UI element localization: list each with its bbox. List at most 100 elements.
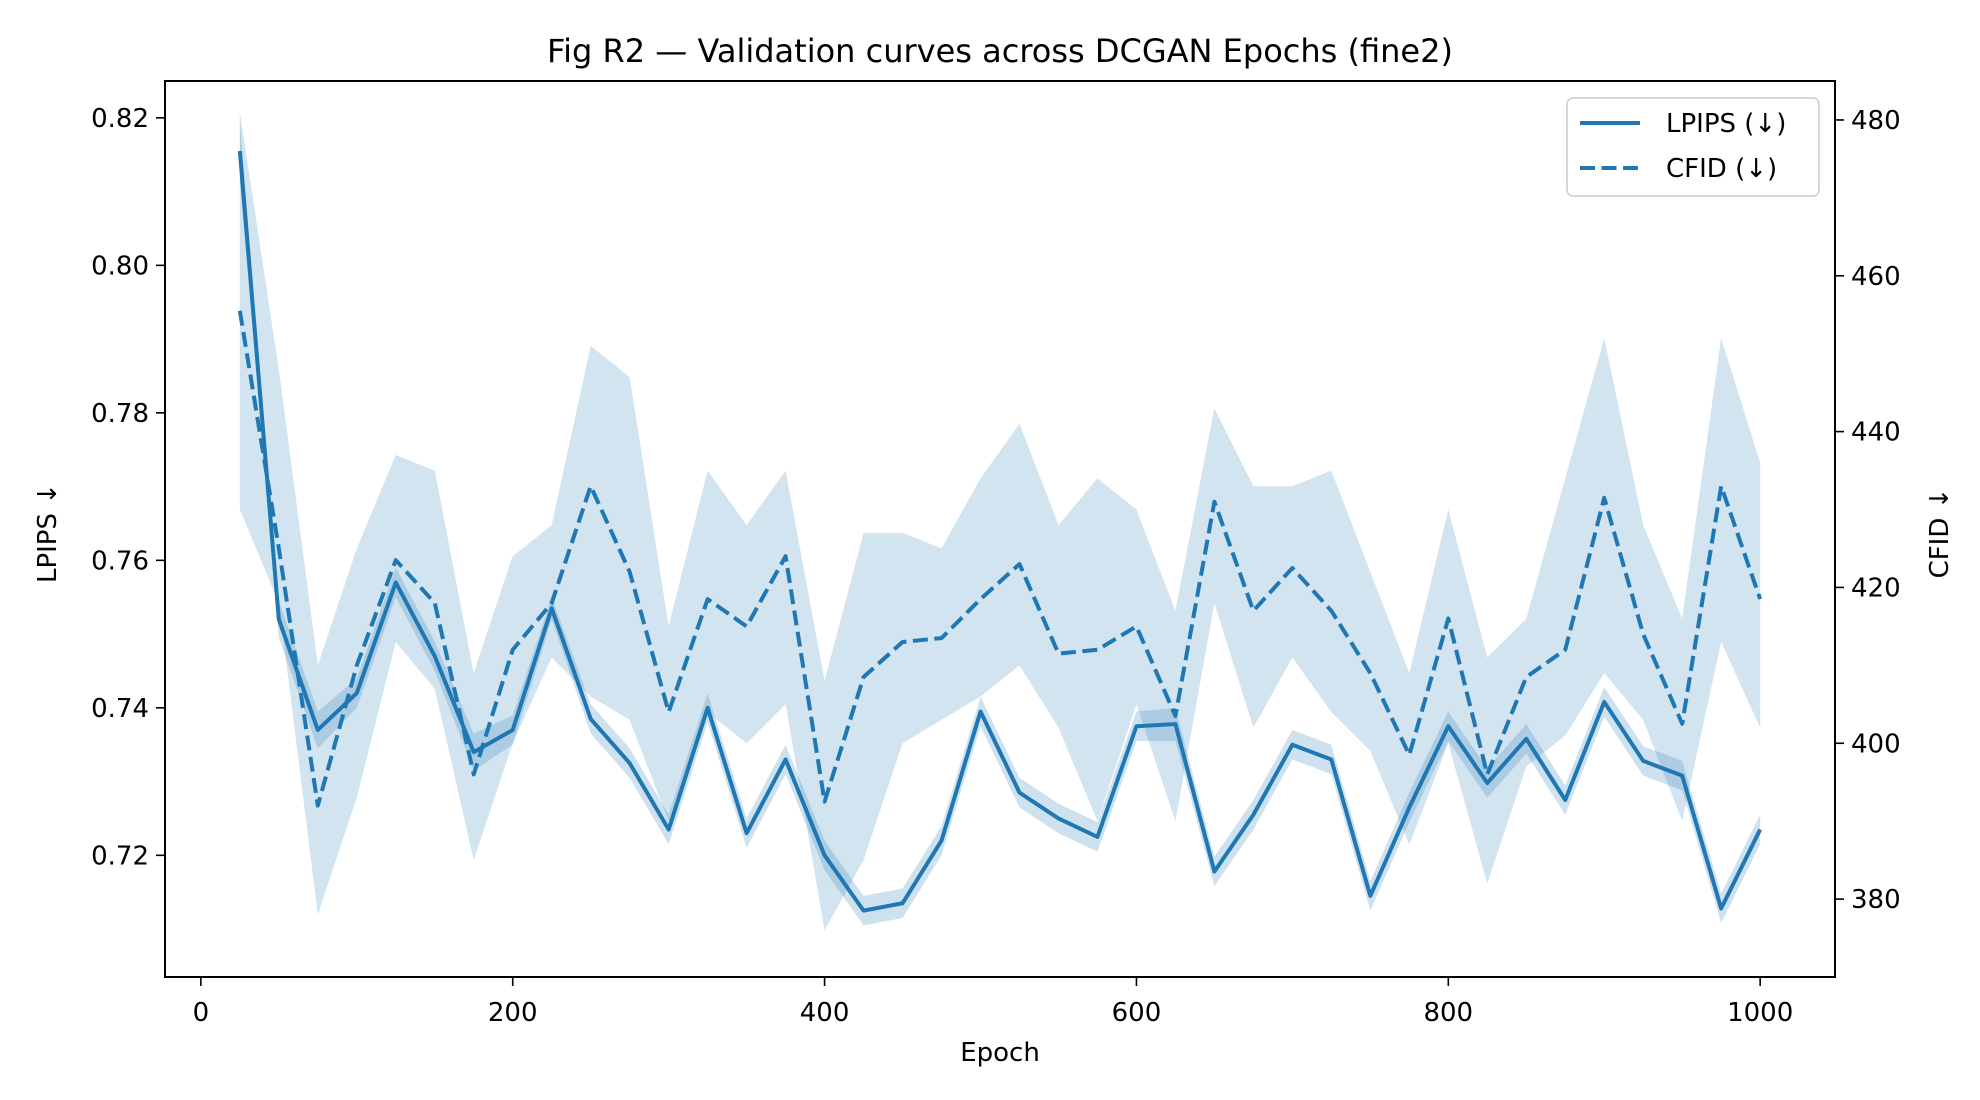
point-lpips [1446,724,1450,728]
confidence-bands [239,112,1761,931]
point-cfid [628,570,632,574]
point-cfid [667,710,671,714]
point-cfid [1095,648,1099,652]
point-cfid [1719,484,1723,488]
point-lpips [1680,774,1684,778]
point-cfid [1524,675,1528,679]
point-lpips [1212,870,1216,874]
point-lpips [901,901,905,905]
point-lpips [667,828,671,832]
point-cfid [1329,609,1333,613]
point-cfid [1641,632,1645,636]
point-cfid [1368,671,1372,675]
chart-title: Fig R2 — Validation curves across DCGAN … [547,32,1453,70]
point-cfid [1758,597,1762,601]
point-cfid [745,624,749,628]
point-lpips [940,839,944,843]
y-right-tick-label: 420 [1851,573,1901,603]
point-cfid [1602,496,1606,500]
point-cfid [355,663,359,667]
point-cfid [511,648,515,652]
point-cfid [1680,722,1684,726]
point-cfid [238,309,242,313]
x-tick-label: 0 [193,998,210,1028]
series-lines [237,149,1763,913]
point-cfid [1173,714,1177,718]
y-axis-right-title: CFID ↓ [1925,488,1955,579]
point-cfid [940,636,944,640]
point-cfid [1290,566,1294,570]
y-axis-left: 0.72 0.74 0.76 0.78 0.80 0.82 [91,104,165,871]
x-tick-label: 600 [1112,998,1162,1028]
point-lpips [628,761,632,765]
point-lpips [1758,828,1762,832]
line-lpips [237,150,1762,913]
point-cfid [823,800,827,804]
legend-label-cfid: CFID (↓) [1666,154,1777,184]
y-right-tick-label: 480 [1851,106,1901,136]
point-lpips [1329,757,1333,761]
x-tick-label: 1000 [1727,998,1793,1028]
line-cfid [237,310,1763,808]
y-left-tick-label: 0.76 [91,546,149,576]
x-axis-title: Epoch [960,1038,1040,1068]
point-cfid [1251,609,1255,613]
point-lpips [745,831,749,835]
point-lpips [1290,743,1294,747]
point-cfid [472,772,476,776]
point-lpips [1173,722,1177,726]
point-cfid [706,597,710,601]
point-lpips [1641,759,1645,763]
point-cfid [784,554,788,558]
y-left-tick-label: 0.80 [91,251,149,281]
point-lpips [1524,737,1528,741]
point-lpips [823,853,827,857]
point-lpips [511,728,515,732]
point-cfid [1017,562,1021,566]
y-left-tick-label: 0.82 [91,104,149,134]
point-lpips [1485,781,1489,785]
point-cfid [433,601,437,605]
point-lpips [472,750,476,754]
point-cfid [1563,648,1567,652]
band-lpips [239,121,1761,926]
plot-frame [164,80,1836,978]
point-lpips [1368,894,1372,898]
point-cfid [394,558,398,562]
y-left-tick-label: 0.72 [91,841,149,871]
point-cfid [979,597,983,601]
point-lpips [979,710,983,714]
point-cfid [277,546,281,550]
y-axis-right: 380 400 420 440 460 480 [1835,106,1901,915]
y-right-tick-label: 460 [1851,262,1901,292]
y-right-tick-label: 380 [1851,885,1901,915]
point-cfid [1134,624,1138,628]
y-left-tick-label: 0.74 [91,694,149,724]
point-lpips [862,909,866,913]
point-cfid [1056,652,1060,656]
y-right-tick-label: 400 [1851,729,1901,759]
point-cfid [1212,500,1216,504]
point-cfid [1485,772,1489,776]
point-cfid [862,675,866,679]
point-cfid [316,804,320,808]
point-lpips [1134,724,1138,728]
point-cfid [901,640,905,644]
x-axis: 0 200 400 600 800 1000 [193,977,1793,1028]
point-lpips [1095,835,1099,839]
point-cfid [1407,753,1411,757]
y-left-tick-label: 0.78 [91,399,149,429]
point-cfid [550,601,554,605]
x-tick-label: 400 [800,998,850,1028]
band-cfid [239,112,1761,931]
point-lpips [238,149,242,153]
point-lpips [550,606,554,610]
point-lpips [316,728,320,732]
point-lpips [1056,816,1060,820]
point-lpips [1602,700,1606,704]
x-tick-label: 800 [1423,998,1473,1028]
point-lpips [1251,813,1255,817]
point-lpips [277,617,281,621]
